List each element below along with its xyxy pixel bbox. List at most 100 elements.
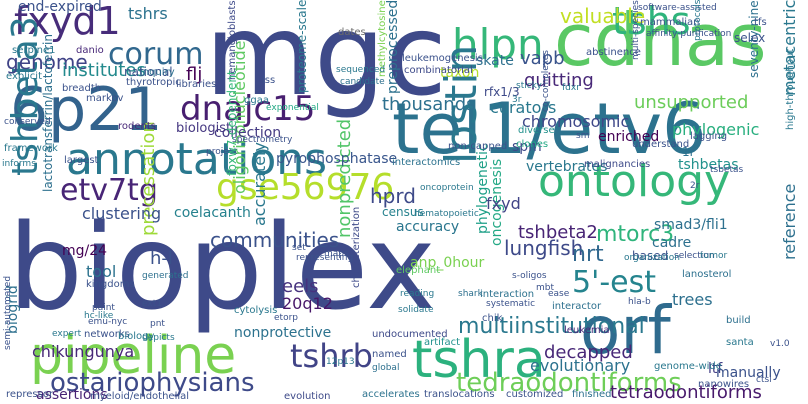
word-chik: chik <box>482 313 503 324</box>
word-curators: curators <box>490 98 557 117</box>
word-national: national <box>124 65 173 79</box>
word-mgc: mgc <box>205 0 447 121</box>
word-2r: 2r <box>690 181 700 191</box>
word-tshrb: tshrb <box>290 337 373 375</box>
word-ggaa: ggaa <box>244 95 269 106</box>
word-interactomics: interactomics <box>392 157 461 168</box>
word-tool: tool <box>86 262 117 281</box>
word-understand: understand <box>632 139 690 150</box>
word-multi-species: multi-species <box>631 0 641 60</box>
word-genome: genome <box>6 50 88 74</box>
word-rfx1-3: rfx1/3 <box>484 85 520 99</box>
word-eels: eels <box>282 276 319 297</box>
word-evolution: evolution <box>284 391 331 402</box>
word-collection: collection <box>214 125 282 141</box>
word-selection: selection <box>674 251 715 261</box>
word-clustering: clustering <box>82 204 162 223</box>
word-finished: finished <box>572 389 612 400</box>
word-corum: corum <box>108 37 204 72</box>
word-rodents: rodents <box>118 121 156 132</box>
word-sm: sm <box>576 131 590 141</box>
word-characterization: characterization <box>351 206 362 288</box>
word-trees: trees <box>672 290 713 309</box>
word-anp-0hour: anp_0hour <box>410 255 485 271</box>
word-named: named <box>372 349 407 360</box>
word-hematopoietic: hematopoietic <box>414 209 479 219</box>
word-fbxw7-dependent: fbxw7-dependent <box>225 70 239 176</box>
word-markov: markov <box>86 93 124 104</box>
word-preprocessed: preprocessed <box>385 0 401 95</box>
word-tel1-etv6: tel1/etv6 <box>392 88 707 170</box>
word-tshs: tshs <box>612 0 691 43</box>
word-tshbetas: tshbetas <box>678 157 739 173</box>
word-assertions: assertions <box>36 387 108 403</box>
word-affinity-purification: affinity-purification <box>646 29 732 39</box>
word-depicts: depicts <box>142 333 175 343</box>
word-5-est: 5'-est <box>572 265 657 300</box>
word-accelerates: accelerates <box>362 389 420 400</box>
word-semi-automated: semi-automated <box>3 275 13 350</box>
word-s-oligos: s-oligos <box>512 271 547 281</box>
word-conserved: conserved <box>4 117 51 127</box>
word-solidate: solidate <box>398 305 434 315</box>
word-shark: shark <box>458 289 483 299</box>
word-protocols: protocols <box>693 0 703 42</box>
word-ostariophysians: ostariophysians <box>50 368 255 398</box>
word-set: set <box>292 243 306 253</box>
word-largest: largest <box>64 155 99 166</box>
word-networks: networks <box>84 329 130 340</box>
word-ctsl: ctsl <box>756 375 772 385</box>
word-vertebrates: vertebrates <box>526 159 608 175</box>
word-valuable: valuable <box>560 4 646 28</box>
word-diverse: diverse <box>518 125 555 136</box>
word-inquiry: inquiry <box>140 67 175 78</box>
word-tfs: tfs <box>754 17 767 28</box>
word-smad3-fli1: smad3/fli1 <box>654 217 728 233</box>
word-gse56976: gse56976 <box>216 167 395 208</box>
word-hprd: hprd <box>370 184 416 208</box>
word-leukemogenesis: leukemogenesis <box>402 53 483 64</box>
word-accurately: accurately <box>250 142 269 226</box>
word-pnt: pnt <box>150 319 165 329</box>
word-oncoprotein: oncoprotein <box>420 183 474 193</box>
word-chikungunya: chikungunya <box>32 342 135 361</box>
word-serpine1: serpine1 <box>12 45 56 56</box>
word-quitting: quitting <box>524 70 594 91</box>
word-annotations: annotations <box>66 134 328 185</box>
word-undocumented: undocumented <box>372 329 448 340</box>
word-generated: generated <box>142 271 189 281</box>
word-emu-nyc: emu-nyc <box>88 317 128 327</box>
word-ltf: ltf <box>708 361 723 377</box>
word-v1-0: v1.0 <box>770 339 790 349</box>
word-ease: ease <box>548 289 570 299</box>
word-bioplex: bioplex <box>8 198 436 336</box>
word-chromosomic: chromosomic <box>522 112 630 131</box>
word-cdnas: cdnas <box>554 0 767 82</box>
word-tshbeta2: tshbeta2 <box>518 222 598 243</box>
word-lagging: lagging <box>690 131 728 142</box>
word-systematic: systematic <box>486 299 536 309</box>
word-thousands: thousands <box>382 94 476 115</box>
word-vapb: vapb <box>520 48 565 69</box>
word-fdxr: fdxr <box>562 83 580 93</box>
word-institutes: institutes <box>62 60 146 81</box>
word-translocations: translocations <box>424 389 495 400</box>
word-enriched: enriched <box>598 129 660 145</box>
word-framework: framework <box>4 143 58 154</box>
word-phylogenetic: phylogenetic <box>475 143 491 234</box>
word-abstinence: abstinence <box>586 47 641 58</box>
word-repressor: repressor <box>6 389 54 400</box>
word-flj: flj <box>186 64 203 85</box>
word-1r: 1r <box>682 145 695 159</box>
word-tshra: tshra <box>412 330 546 390</box>
word-libraries: libraries <box>176 79 217 90</box>
word-clones: clones <box>516 139 549 150</box>
word-dnajc15: dnajc15 <box>180 89 316 129</box>
word-12p13: 12p13 <box>326 357 355 367</box>
word-kingdoms: kingdoms <box>86 279 135 290</box>
word-hc-like: hc-like <box>84 311 114 321</box>
word-dates: dates <box>338 27 366 38</box>
word-informs: informs <box>2 159 36 169</box>
word-nrt: nrt <box>572 242 604 267</box>
